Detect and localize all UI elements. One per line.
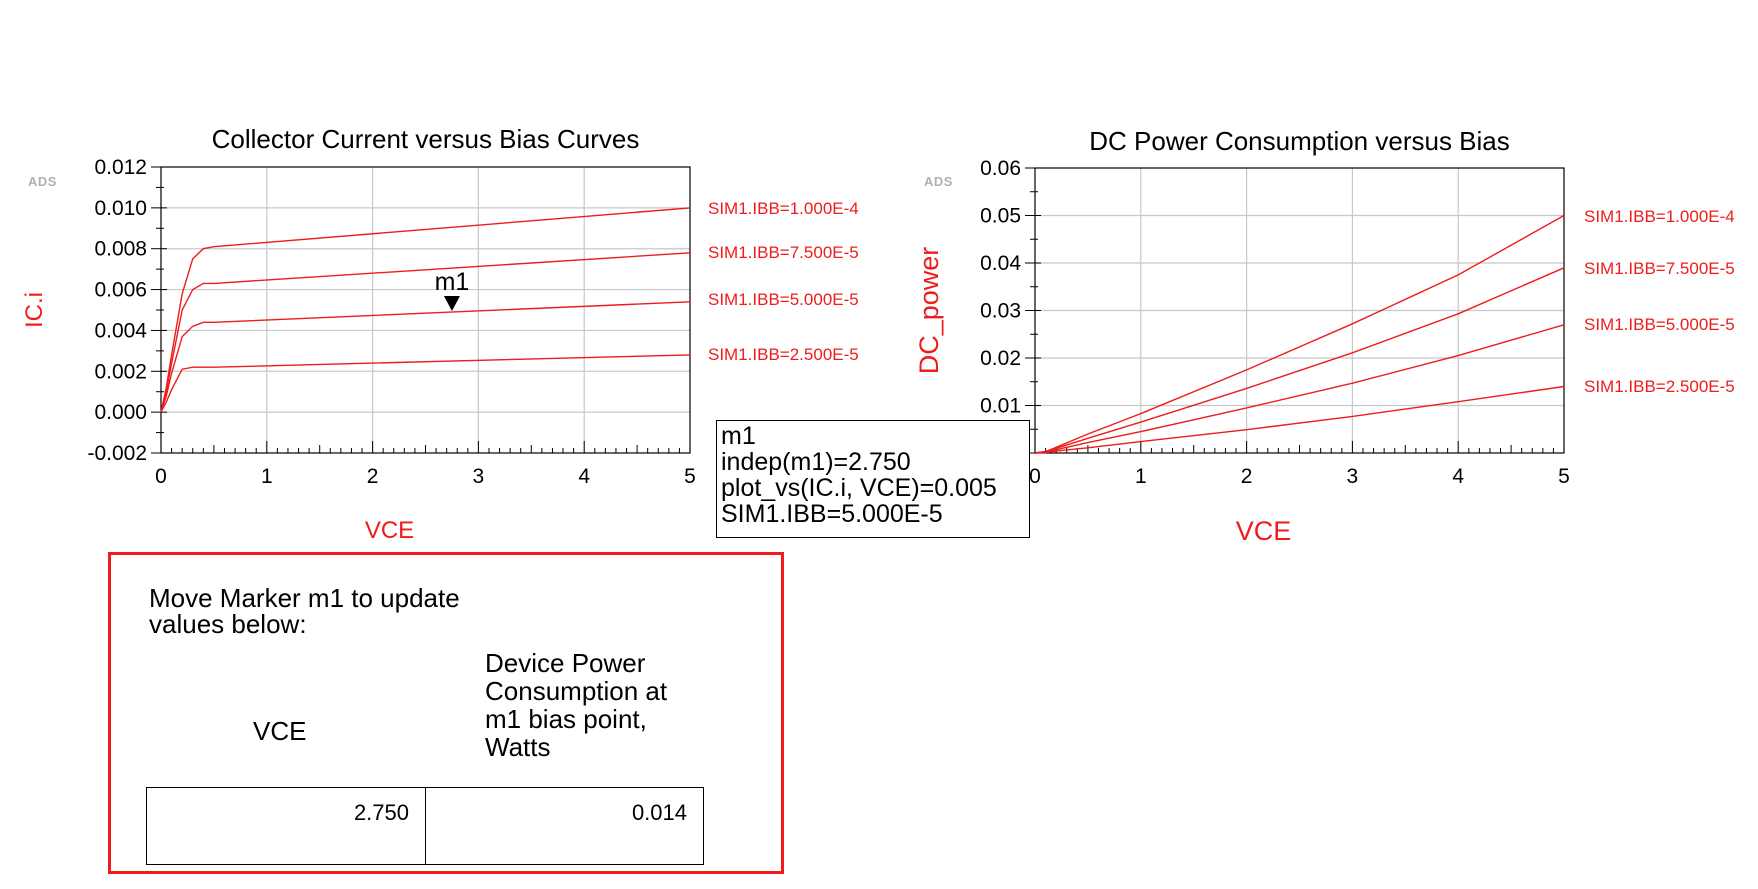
series-label: SIM1.IBB=5.000E-5 xyxy=(708,290,859,309)
marker-readout-box[interactable]: m1 indep(m1)=2.750 plot_vs(IC.i, VCE)=0.… xyxy=(716,420,1030,538)
marker-triangle xyxy=(443,296,460,311)
chart-title: DC Power Consumption versus Bias xyxy=(1089,126,1510,156)
series-line xyxy=(160,252,691,413)
x-tick-label: 5 xyxy=(684,465,696,488)
x-tick-label: 0 xyxy=(155,465,167,488)
series-line xyxy=(1034,214,1565,454)
series-label: SIM1.IBB=7.500E-5 xyxy=(1584,259,1735,278)
series-label: SIM1.IBB=5.000E-5 xyxy=(1584,315,1735,334)
power-column-header-line-1: Device Power xyxy=(485,648,646,678)
series-line xyxy=(1034,385,1565,454)
marker-info-panel: Move Marker m1 to update values below: V… xyxy=(108,552,784,874)
ads-watermark: ADS xyxy=(28,174,57,189)
marker-readout-plot-vs: plot_vs(IC.i, VCE)=0.005 xyxy=(721,474,997,502)
y-tick-label: 0.01 xyxy=(980,395,1021,418)
x-tick-label: 5 xyxy=(1558,465,1570,488)
y-tick-label: 0.004 xyxy=(94,319,147,342)
x-tick-label: 2 xyxy=(367,465,379,488)
power-column-header-line-2: Consumption at xyxy=(485,676,668,706)
instruction-line-2: values below: xyxy=(149,609,307,639)
vce-value-cell: 2.750 xyxy=(147,788,426,864)
y-tick-label: 0.02 xyxy=(980,347,1021,370)
series-line xyxy=(160,354,691,413)
series-line xyxy=(160,301,691,413)
power-value-cell: 0.014 xyxy=(631,800,687,825)
y-tick-label: 0.05 xyxy=(980,205,1021,228)
power-column-header-line-4: Watts xyxy=(485,732,551,762)
y-axis-label: IC.i xyxy=(21,292,48,328)
ads-watermark: ADS xyxy=(924,174,953,189)
x-tick-label: 1 xyxy=(261,465,273,488)
series-label: SIM1.IBB=1.000E-4 xyxy=(1584,207,1735,226)
series-label: SIM1.IBB=7.500E-5 xyxy=(708,243,859,262)
x-tick-label: 4 xyxy=(578,465,590,488)
marker-readout-indep: indep(m1)=2.750 xyxy=(721,448,911,476)
series-label: SIM1.IBB=2.500E-5 xyxy=(1584,377,1735,396)
marker-label: m1 xyxy=(435,268,470,296)
y-tick-label: 0.04 xyxy=(980,252,1021,275)
marker-values-table: 2.750 0.014 xyxy=(146,787,704,865)
instruction-line-1: Move Marker m1 to update xyxy=(149,583,460,613)
x-tick-label: 3 xyxy=(1347,465,1359,488)
x-tick-label: 3 xyxy=(473,465,485,488)
y-tick-label: -0.002 xyxy=(87,442,147,465)
marker-readout-name: m1 xyxy=(721,422,756,450)
power-column-header-line-3: m1 bias point, xyxy=(485,704,647,734)
y-tick-label: 0.012 xyxy=(94,156,147,179)
x-tick-label: 0 xyxy=(1029,465,1041,488)
y-axis-label: DC_power xyxy=(914,247,944,375)
x-tick-label: 1 xyxy=(1135,465,1147,488)
x-tick-label: 2 xyxy=(1241,465,1253,488)
y-tick-label: 0.03 xyxy=(980,300,1021,323)
x-axis-label: VCE xyxy=(1236,516,1292,546)
x-axis-label: VCE xyxy=(365,517,414,544)
series-line xyxy=(1034,267,1565,454)
chart-title: Collector Current versus Bias Curves xyxy=(212,124,640,154)
ic-vs-vce-chart: 0 1 2 3 4 5 -0.002 0.000 0.002 0.004 0.006 0.008 0.0… xyxy=(21,124,859,544)
y-tick-label: 0.010 xyxy=(94,197,147,220)
y-tick-label: 0.008 xyxy=(94,238,147,261)
y-tick-label: 0.002 xyxy=(94,360,147,383)
x-tick-label: 4 xyxy=(1452,465,1464,488)
marker-readout-param: SIM1.IBB=5.000E-5 xyxy=(721,500,943,528)
series-line xyxy=(1034,324,1565,454)
plot-frame xyxy=(160,166,691,454)
y-tick-label: 0.000 xyxy=(94,401,147,424)
series-line xyxy=(160,207,691,413)
series-label: SIM1.IBB=2.500E-5 xyxy=(708,345,859,364)
vce-column-header: VCE xyxy=(253,716,307,746)
y-tick-label: 0.006 xyxy=(94,279,147,302)
y-tick-label: 0.06 xyxy=(980,157,1021,180)
series-label: SIM1.IBB=1.000E-4 xyxy=(708,199,859,218)
